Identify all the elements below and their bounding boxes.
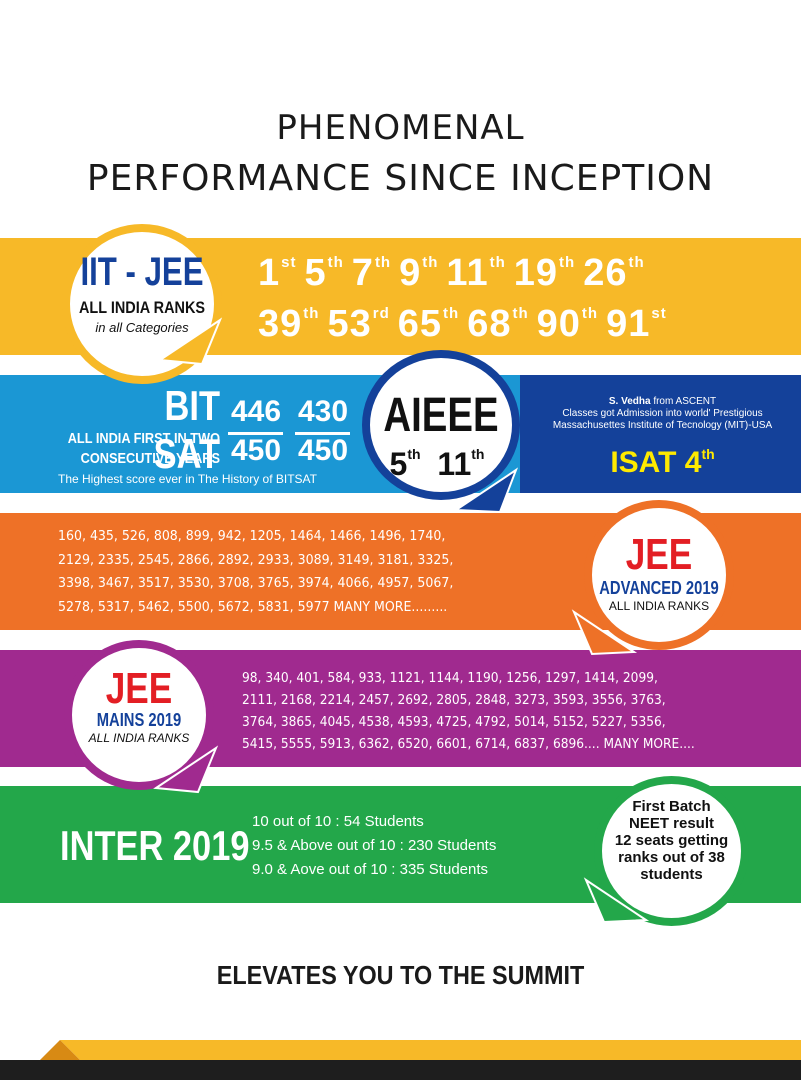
rank-suffix: th: [581, 305, 599, 322]
rank-line: 5415, 5555, 5913, 6362, 6520, 6601, 6714…: [242, 737, 695, 752]
jee-mains-title: JEE: [105, 664, 173, 713]
aieee-badge: [362, 350, 520, 500]
rank-number: 9: [399, 252, 422, 294]
arrow-icon: [571, 609, 638, 656]
rank-number: 90: [536, 303, 581, 345]
note-text: from ASCENT: [650, 396, 717, 407]
neet-line: NEET result: [628, 815, 715, 832]
arrow-icon: [157, 317, 223, 366]
rank-number: 7: [351, 252, 374, 294]
bitsat-note: The Highest score ever in The History of…: [58, 472, 317, 486]
bitsat-subtitle-1: ALL INDIA FIRST IN TWO: [67, 430, 220, 447]
rank-line: 5278, 5317, 5462, 5500, 5672, 5831, 5977…: [58, 598, 448, 615]
bitsat-score: 450: [297, 434, 349, 467]
page-title-line2: PERFORMANCE SINCE INCEPTION: [86, 158, 715, 199]
aieee-rank: 5: [389, 446, 408, 482]
rank-line: 2129, 2335, 2545, 2866, 2892, 2933, 3089…: [58, 551, 454, 568]
neet-result-text: First Batch NEET result 12 seats getting…: [594, 798, 749, 883]
iit-jee-title: IIT - JEE: [80, 250, 204, 294]
rank-suffix: th: [303, 305, 320, 322]
rank-number: 26: [583, 252, 628, 294]
note-text: Massachusettes Institute of Tecnology (M…: [552, 420, 773, 431]
arrow-icon: [452, 467, 519, 514]
arrow-icon: [153, 745, 219, 794]
jee-mains-rank-list: 98, 340, 401, 584, 933, 1121, 1144, 1190…: [242, 668, 724, 756]
isat-rank: ISAT 4th: [530, 446, 795, 480]
rank-suffix: th: [422, 254, 439, 271]
neet-line: 12 seats getting: [614, 832, 729, 849]
rank-suffix: rd: [372, 305, 390, 322]
jee-advanced-badge: [584, 500, 734, 650]
rank-suffix: th: [512, 305, 529, 322]
result-line: 9.0 & Aove out of 10 : 335 Students: [252, 861, 489, 878]
score-divider: [228, 432, 283, 435]
footer-stripe: [0, 1040, 801, 1080]
neet-badge: [594, 776, 749, 926]
inter-title: INTER 2019: [60, 822, 250, 869]
neet-line: First Batch: [632, 798, 711, 815]
rank-suffix: st: [281, 254, 297, 271]
result-line: 10 out of 10 : 54 Students: [252, 813, 424, 830]
isat-label: ISAT 4: [610, 446, 702, 479]
iit-jee-note: in all Categories: [95, 320, 189, 335]
rank-line: 3398, 3467, 3517, 3530, 3708, 3765, 3974…: [58, 575, 454, 591]
rank-suffix: th: [701, 446, 715, 462]
aieee-ranks: 5th 11th: [362, 446, 520, 483]
iit-ranks-row2: 39th 53rd 65th 68th 90th 91st: [258, 303, 675, 346]
result-line: 9.5 & Above out of 10 : 230 Students: [252, 837, 497, 854]
mit-admission-note: S. Vedha from ASCENT Classes got Admissi…: [530, 396, 795, 432]
rank-line: 160, 435, 526, 808, 899, 942, 1205, 1464…: [58, 528, 446, 544]
aieee-rank: 11: [437, 446, 472, 482]
jee-advanced-rank-list: 160, 435, 526, 808, 899, 942, 1205, 1464…: [58, 525, 483, 619]
aieee-title: AIEEE: [383, 389, 499, 442]
inter-results: 10 out of 10 : 54 Students 9.5 & Above o…: [252, 810, 496, 882]
rank-number: 53: [327, 303, 372, 345]
rank-number: 1: [258, 252, 281, 294]
arrow-icon: [583, 877, 650, 924]
rank-suffix: th: [559, 254, 576, 271]
rank-suffix: th: [628, 254, 645, 271]
rank-suffix: th: [407, 446, 421, 462]
rank-number: 19: [513, 252, 559, 294]
score-divider: [295, 432, 350, 435]
iit-jee-subtitle: ALL INDIA RANKS: [78, 298, 206, 317]
bitsat-title: BIT SAT: [153, 382, 220, 477]
bitsat-subtitle-2: CONSECUTIVE YEARS: [80, 450, 220, 467]
rank-number: 68: [467, 303, 512, 345]
rank-suffix: th: [471, 446, 485, 462]
bitsat-score: 450: [230, 434, 282, 467]
rank-number: 5: [304, 252, 327, 294]
rank-line: 98, 340, 401, 584, 933, 1121, 1144, 1190…: [242, 671, 658, 686]
rank-number: 11: [446, 252, 489, 294]
neet-line: students: [640, 866, 703, 883]
student-name: S. Vedha: [608, 396, 651, 407]
neet-line: ranks out of 38: [618, 849, 725, 866]
rank-suffix: st: [651, 305, 667, 322]
rank-number: 39: [258, 303, 303, 345]
jee-advanced-subtitle: ADVANCED 2019: [599, 578, 719, 598]
rank-suffix: th: [443, 305, 460, 322]
mit-band: [520, 375, 801, 493]
note-text: Classes got Admission into world' Presti…: [562, 408, 763, 419]
jee-advanced-title: JEE: [625, 530, 693, 579]
iit-ranks-row1: 1st 5th 7th 9th 11th 19th 26th: [258, 252, 653, 295]
rank-suffix: th: [327, 254, 344, 271]
page-title-line1: PHENOMENAL: [276, 108, 525, 148]
bitsat-score: 446: [230, 395, 282, 428]
jee-mains-subtitle: MAINS 2019: [96, 710, 182, 730]
tagline: ELEVATES YOU TO THE SUMMIT: [216, 960, 585, 990]
rank-line: 2111, 2168, 2214, 2457, 2692, 2805, 2848…: [242, 693, 666, 708]
rank-number: 91: [606, 303, 651, 345]
rank-line: 3764, 3865, 4045, 4538, 4593, 4725, 4792…: [242, 715, 666, 730]
jee-advanced-note: ALL INDIA RANKS: [608, 599, 710, 613]
bitsat-score: 430: [297, 395, 349, 428]
rank-number: 65: [397, 303, 443, 345]
rank-suffix: th: [489, 254, 506, 271]
jee-mains-note: ALL INDIA RANKS: [88, 731, 190, 745]
rank-suffix: th: [374, 254, 392, 271]
